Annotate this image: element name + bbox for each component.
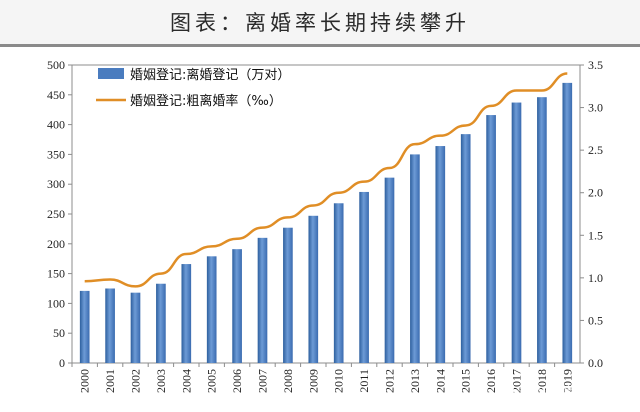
left-axis: 0 50 100 150 200 250 300 350 400 450 500 [47, 58, 72, 370]
x-axis-tick-label: 2012 [383, 369, 397, 393]
bar [232, 249, 242, 363]
bar [206, 256, 217, 363]
x-axis-tick-label: 2016 [484, 369, 498, 393]
left-axis-tick-label: 200 [47, 237, 65, 251]
left-axis-tick-label: 450 [47, 88, 65, 102]
x-axis-tick-label: 2015 [459, 369, 473, 393]
right-axis-tick-label: 3.5 [588, 58, 603, 72]
left-axis-tick-label: 50 [53, 326, 65, 340]
bar [156, 283, 166, 363]
x-axis-tick-label: 2008 [281, 369, 295, 393]
x-axis-tick-label: 2002 [129, 369, 143, 393]
left-axis-tick-label: 300 [47, 177, 65, 191]
right-axis-tick-label: 0.0 [588, 356, 603, 370]
x-axis-tick-label: 2004 [179, 369, 193, 393]
bar [308, 215, 319, 363]
left-axis-tick-label: 250 [47, 207, 65, 221]
x-axis-tick-label: 2005 [205, 369, 219, 393]
x-axis-tick-label: 2017 [510, 369, 524, 393]
bar [435, 146, 446, 363]
right-axis-tick-label: 0.5 [588, 313, 603, 327]
bar [333, 203, 344, 363]
bar [130, 292, 141, 363]
legend-swatch-bar [98, 68, 124, 79]
right-axis-tick-label: 2.5 [588, 143, 603, 157]
x-axis-tick-label: 2000 [78, 369, 92, 393]
bar [384, 177, 395, 363]
bar [562, 82, 573, 363]
x-axis-tick-label: 2011 [357, 369, 371, 393]
watermark: 头条 @海真糯米i [506, 384, 605, 400]
plot-border [71, 64, 581, 364]
legend-label-bar: 婚姻登记:离婚登记（万对） [130, 67, 290, 83]
chart-title: 图表：离婚率长期持续攀升 [170, 11, 470, 35]
x-axis-tick-label: 2019 [560, 369, 574, 393]
bar [181, 264, 192, 363]
x-axis-tick-label: 2001 [103, 369, 117, 393]
right-axis-tick-label: 1.5 [588, 228, 603, 242]
x-axis-tick-label: 2009 [306, 369, 320, 393]
bar [511, 102, 522, 363]
legend-label-line: 婚姻登记:粗离婚率（‰） [130, 93, 282, 109]
left-axis-tick-label: 400 [47, 118, 65, 132]
bar [79, 290, 90, 363]
bar-series [79, 82, 573, 364]
left-axis-tick-label: 500 [47, 58, 65, 72]
x-axis-tick-label: 2007 [256, 369, 270, 393]
bar [460, 134, 471, 363]
x-axis-tick-label: 2018 [535, 369, 549, 393]
bar [537, 97, 547, 364]
bar [486, 115, 496, 364]
line-path [84, 72, 568, 288]
plot-frame [71, 64, 581, 364]
legend: 婚姻登记:离婚登记（万对） 婚姻登记:粗离婚率（‰） [96, 67, 290, 109]
x-axis-tick-label: 2013 [408, 369, 422, 393]
x-axis-tick-label: 2003 [154, 369, 168, 393]
bar [410, 154, 420, 363]
left-axis-tick-label: 150 [47, 267, 65, 281]
right-axis-tick-label: 3.0 [588, 101, 603, 115]
bar [359, 191, 369, 363]
left-axis-tick-label: 0 [59, 356, 65, 370]
right-axis-tick-label: 1.0 [588, 271, 603, 285]
x-axis-tick-label: 2006 [230, 369, 244, 393]
left-axis-tick-label: 100 [47, 296, 65, 310]
bar [105, 288, 115, 363]
bar [283, 227, 293, 363]
right-axis-tick-label: 2.0 [588, 186, 603, 200]
line-series [84, 72, 568, 288]
x-axis-tick-label: 2010 [332, 369, 346, 393]
left-axis-tick-label: 350 [47, 147, 65, 161]
x-axis-tick-label: 2014 [433, 369, 447, 393]
right-axis: 0.0 0.5 1.0 1.5 2.0 2.5 3.0 3.5 [580, 58, 603, 370]
x-axis: 2000 2001 2002 2003 2004 2005 2006 2007 2008 2009… [71, 363, 574, 393]
bar [257, 237, 268, 363]
title-bar: 图表：离婚率长期持续攀升 [0, 0, 640, 47]
